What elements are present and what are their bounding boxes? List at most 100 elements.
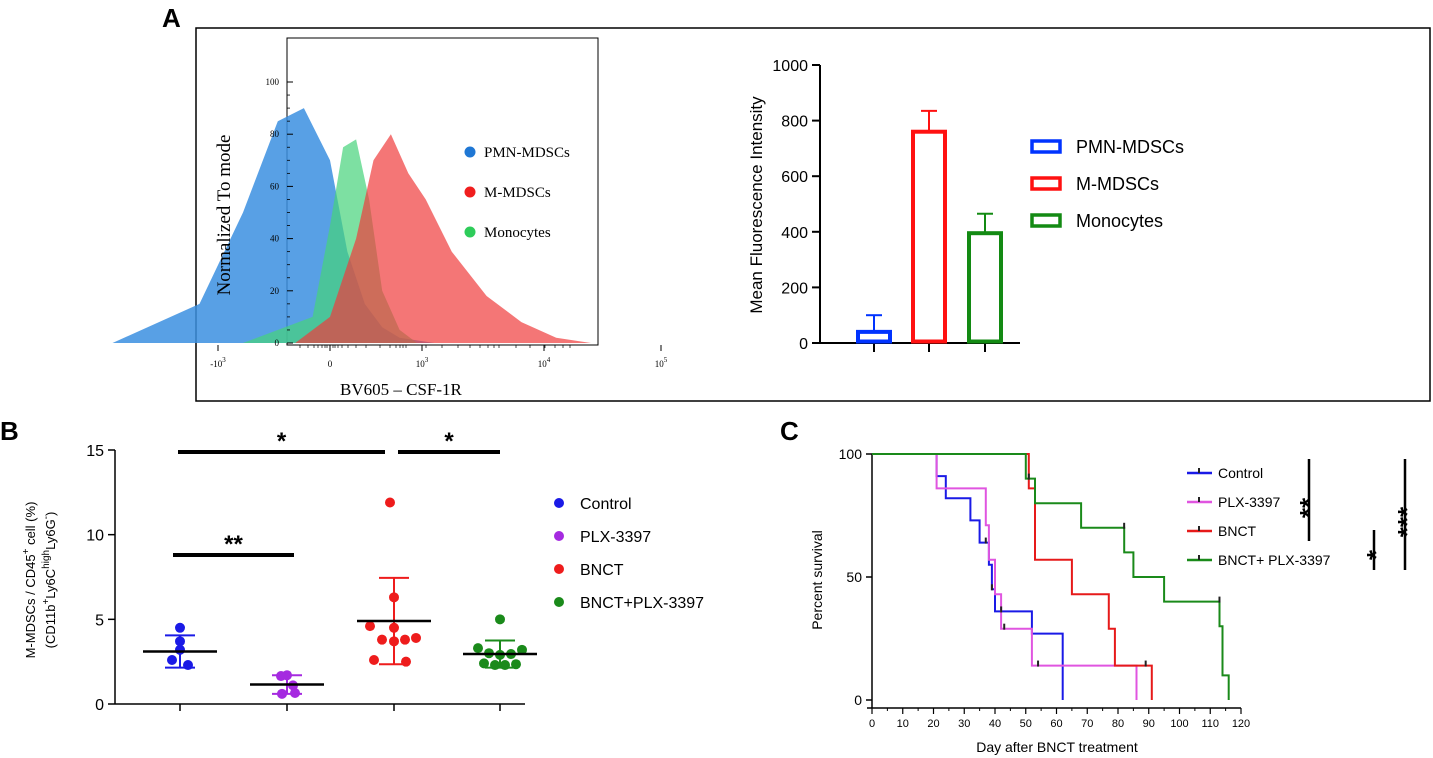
survival-sig-label-0: ** xyxy=(1294,497,1324,518)
survival-legend-label-2: BNCT xyxy=(1218,523,1257,539)
histogram-x-tick-label: 104 xyxy=(538,356,551,369)
scatter-sig-label-0: * xyxy=(277,428,287,455)
scatter-point-0-2 xyxy=(175,644,185,655)
scatter-point-2-7 xyxy=(389,636,399,647)
mfi-legend-label-1: M-MDSCs xyxy=(1076,174,1159,194)
scatter-point-2-0 xyxy=(385,497,395,508)
scatter-legend-label-3: BNCT+PLX-3397 xyxy=(580,595,704,612)
mfi-y-tick-label: 400 xyxy=(781,225,808,242)
mfi-legend: PMN-MDSCs M-MDSCs Monocytes xyxy=(1030,137,1184,231)
histogram-y-tick-label: 60 xyxy=(270,181,280,191)
mfi-y-tick-label: 1000 xyxy=(772,58,808,75)
mfi-bar-1 xyxy=(911,129,947,344)
scatter-point-2-2 xyxy=(365,621,375,632)
panel-c-label: C xyxy=(780,416,799,446)
survival-y-label: Percent survival xyxy=(809,530,825,630)
histogram-y-tick-label: 40 xyxy=(270,234,280,244)
survival-y-tick-label: 50 xyxy=(846,569,862,585)
scatter-point-2-1 xyxy=(389,592,399,603)
panel-a-border xyxy=(195,27,1431,402)
scatter-legend-label-2: BNCT xyxy=(580,562,624,579)
mfi-legend-swatch-2 xyxy=(1030,213,1062,228)
histogram-y-label: Normalized To mode xyxy=(214,135,235,296)
scatter-y-tick-label: 5 xyxy=(95,612,104,629)
scatter-y-tick-label: 0 xyxy=(95,697,104,714)
histogram-x-tick-label: -103 xyxy=(210,356,226,369)
survival-line-1 xyxy=(872,453,1138,700)
scatter-point-1-4 xyxy=(290,687,300,698)
scatter-marks xyxy=(143,497,537,699)
survival-x-tick-label: 100 xyxy=(1170,718,1188,730)
scatter-point-0-0 xyxy=(175,622,185,633)
scatter-point-3-2 xyxy=(517,644,527,655)
scatter-y-tick-label: 15 xyxy=(86,443,104,460)
survival-legend-label-3: BNCT+ PLX-3397 xyxy=(1218,552,1331,568)
survival-x-tick-label: 110 xyxy=(1201,718,1219,730)
histogram-chart: 0 20 40 60 80 100 -103 0 103 104 105 Normalized T… xyxy=(112,37,668,399)
scatter-point-2-8 xyxy=(369,654,379,665)
mfi-bar-2 xyxy=(967,231,1003,344)
survival-lines xyxy=(872,453,1230,700)
survival-x-tick-label: 70 xyxy=(1081,718,1093,730)
histogram-x-label: BV605 – CSF-1R xyxy=(340,380,463,399)
panel-b-label: B xyxy=(0,416,19,446)
mfi-y-tick-label: 200 xyxy=(781,280,808,297)
scatter-point-0-4 xyxy=(183,660,193,671)
survival-x-tick-label: 120 xyxy=(1232,718,1250,730)
histogram-y-tick-label: 100 xyxy=(266,77,280,87)
survival-legend: Control PLX-3397 BNCT BNCT+ PLX-3397 xyxy=(1187,465,1331,568)
scatter-sig-label-1: * xyxy=(444,428,454,455)
histogram-y-tick-label: 0 xyxy=(275,338,280,348)
scatter-legend-dot-1 xyxy=(554,531,564,541)
scatter-point-3-7 xyxy=(511,659,521,670)
scatter-axes: 0 5 10 15 xyxy=(86,443,525,714)
histogram-legend-label-1: M-MDSCs xyxy=(484,185,551,201)
survival-sig-label-2: *** xyxy=(1392,506,1422,537)
scatter-y-label-line2: (CD11b+Ly6ChighLy6G-) xyxy=(41,512,58,649)
scatter-point-1-1 xyxy=(276,671,286,682)
survival-line-3 xyxy=(872,453,1230,700)
survival-x-tick-label: 60 xyxy=(1050,718,1062,730)
scatter-sig-label-2: ** xyxy=(224,531,243,558)
survival-x-tick-label: 90 xyxy=(1143,718,1155,730)
scatter-point-2-9 xyxy=(401,656,411,667)
survival-x-tick-label: 40 xyxy=(989,718,1001,730)
histogram-legend-dot-1 xyxy=(464,186,476,198)
scatter-point-1-3 xyxy=(277,688,287,699)
survival-legend-label-0: Control xyxy=(1218,465,1263,481)
histogram-x-tick-label: 103 xyxy=(416,356,429,369)
scatter-point-3-6 xyxy=(479,658,489,669)
survival-x-label: Day after BNCT treatment xyxy=(976,739,1138,755)
scatter-point-3-9 xyxy=(500,660,510,671)
survival-y-tick-label: 0 xyxy=(854,692,862,708)
histogram-areas xyxy=(112,108,591,343)
histogram-x-tick-label: 105 xyxy=(655,356,668,369)
mfi-bar-0 xyxy=(856,329,892,344)
scatter-point-0-3 xyxy=(167,654,177,665)
survival-line-2 xyxy=(872,453,1153,700)
scatter-y-tick-label: 10 xyxy=(86,528,104,545)
scatter-legend-dot-0 xyxy=(554,498,564,508)
scatter-legend-label-1: PLX-3397 xyxy=(580,529,651,546)
survival-chart: 0 50 100 0 10 20 30 40 50 60 70 80 90 100 110 120 Perce… xyxy=(809,446,1422,755)
histogram-legend-dot-2 xyxy=(464,226,476,238)
survival-x-tick-label: 0 xyxy=(869,718,875,730)
survival-legend-label-1: PLX-3397 xyxy=(1218,494,1280,510)
mfi-legend-swatch-0 xyxy=(1030,139,1062,154)
mfi-y-tick-label: 800 xyxy=(781,114,808,131)
histogram-x-tick-label: 0 xyxy=(328,359,333,369)
mfi-legend-label-0: PMN-MDSCs xyxy=(1076,137,1184,157)
mfi-bars xyxy=(856,109,1003,344)
survival-x-tick-label: 10 xyxy=(897,718,909,730)
mfi-legend-swatch-1 xyxy=(1030,176,1062,191)
scatter-significance: * *** xyxy=(173,428,500,558)
survival-x-tick-label: 80 xyxy=(1112,718,1124,730)
survival-axes: 0 50 100 0 10 20 30 40 50 60 70 80 90 100 110 120 xyxy=(839,446,1251,730)
scatter-legend-dot-2 xyxy=(554,564,564,574)
scatter-point-3-8 xyxy=(490,660,500,671)
survival-x-tick-label: 50 xyxy=(1020,718,1032,730)
mfi-y-tick-label: 0 xyxy=(799,336,808,353)
histogram-y-tick-label: 80 xyxy=(270,129,280,139)
